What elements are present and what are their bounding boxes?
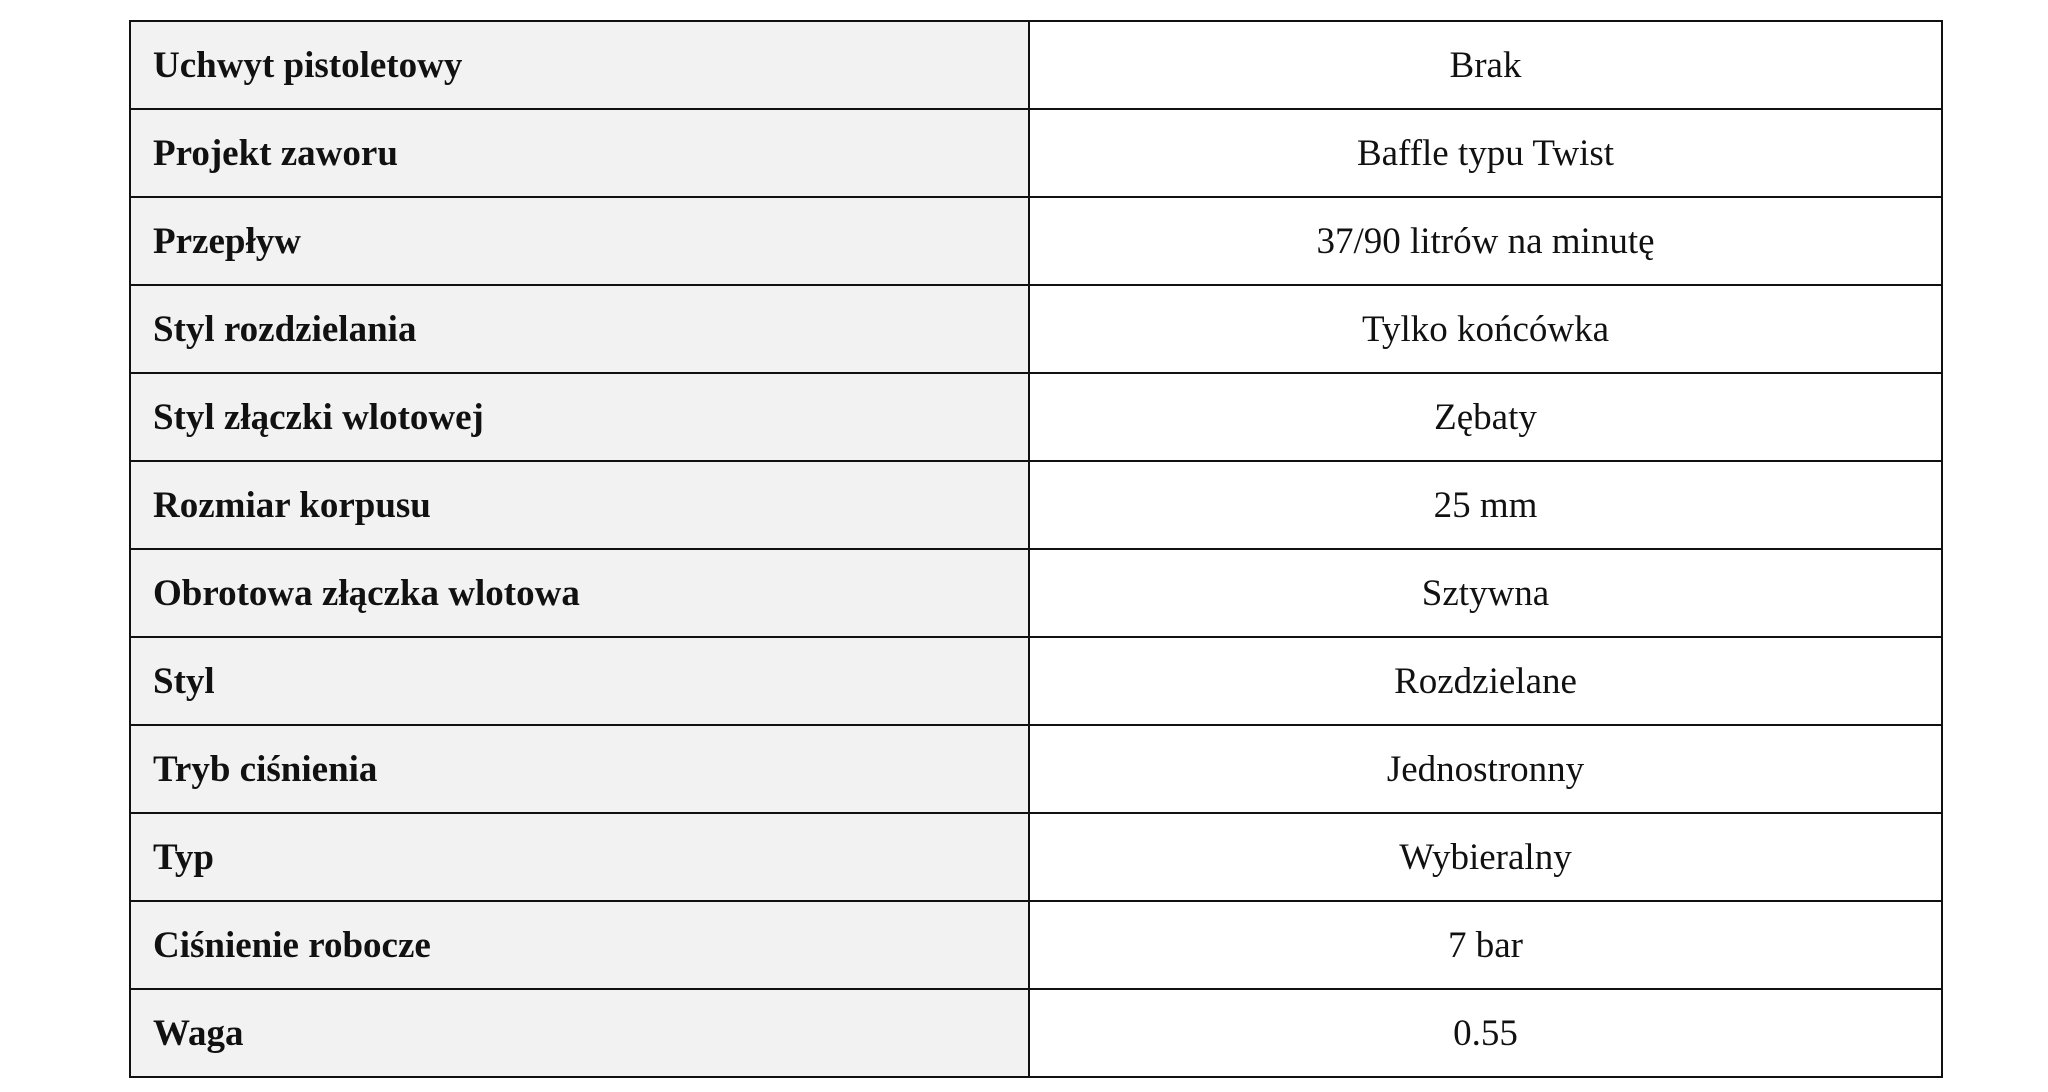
table-row: Tryb ciśnienia Jednostronny (129, 724, 1943, 814)
spec-value: Brak (1028, 20, 1943, 110)
table-row: Waga 0.55 (129, 988, 1943, 1078)
spec-value: 0.55 (1028, 988, 1943, 1078)
table-row: Styl Rozdzielane (129, 636, 1943, 726)
spec-label: Tryb ciśnienia (129, 724, 1030, 814)
spec-value: Zębaty (1028, 372, 1943, 462)
table-row: Styl rozdzielania Tylko końcówka (129, 284, 1943, 374)
spec-value: Baffle typu Twist (1028, 108, 1943, 198)
spec-value: 7 bar (1028, 900, 1943, 990)
spec-label: Styl rozdzielania (129, 284, 1030, 374)
table-row: Rozmiar korpusu 25 mm (129, 460, 1943, 550)
spec-label: Styl (129, 636, 1030, 726)
spec-label: Uchwyt pistoletowy (129, 20, 1030, 110)
table-row: Typ Wybieralny (129, 812, 1943, 902)
spec-value: Rozdzielane (1028, 636, 1943, 726)
spec-value: Sztywna (1028, 548, 1943, 638)
spec-label: Waga (129, 988, 1030, 1078)
table-row: Uchwyt pistoletowy Brak (129, 20, 1943, 110)
spec-value: 37/90 litrów na minutę (1028, 196, 1943, 286)
table-row: Obrotowa złączka wlotowa Sztywna (129, 548, 1943, 638)
spec-label: Projekt zaworu (129, 108, 1030, 198)
spec-value: Jednostronny (1028, 724, 1943, 814)
spec-value: 25 mm (1028, 460, 1943, 550)
table-row: Ciśnienie robocze 7 bar (129, 900, 1943, 990)
spec-label: Przepływ (129, 196, 1030, 286)
spec-label: Styl złączki wlotowej (129, 372, 1030, 462)
spec-label: Obrotowa złączka wlotowa (129, 548, 1030, 638)
table-row: Przepływ 37/90 litrów na minutę (129, 196, 1943, 286)
spec-value: Wybieralny (1028, 812, 1943, 902)
spec-label: Ciśnienie robocze (129, 900, 1030, 990)
table-row: Styl złączki wlotowej Zębaty (129, 372, 1943, 462)
spec-label: Typ (129, 812, 1030, 902)
spec-table: Uchwyt pistoletowy Brak Projekt zaworu Baff… (129, 20, 1943, 1078)
spec-value: Tylko końcówka (1028, 284, 1943, 374)
spec-label: Rozmiar korpusu (129, 460, 1030, 550)
table-row: Projekt zaworu Baffle typu Twist (129, 108, 1943, 198)
